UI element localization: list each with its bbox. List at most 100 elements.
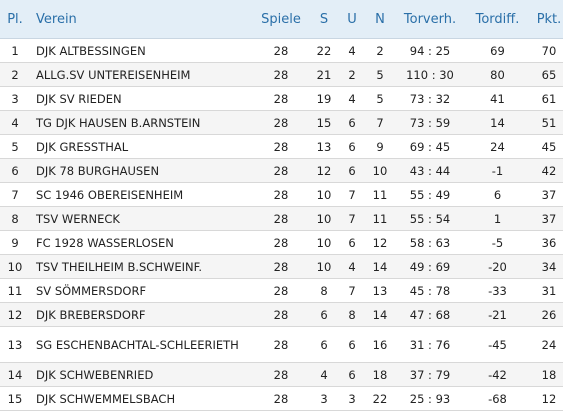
cell-verein[interactable]: DJK ALTBESSINGEN <box>30 38 252 63</box>
cell-pl: 11 <box>0 278 30 303</box>
cell-pkt: 51 <box>529 110 563 135</box>
cell-s: 10 <box>310 254 338 279</box>
header-s[interactable]: S <box>310 0 338 39</box>
cell-verein[interactable]: DJK SV RIEDEN <box>30 86 252 111</box>
table-row[interactable]: 10 TSV THEILHEIM B.SCHWEINF. 28 10 4 14 49 : 6… <box>0 254 563 279</box>
cell-n: 14 <box>366 254 394 279</box>
cell-verein[interactable]: SG ESCHENBACHTAL-SCHLEERIETH <box>30 326 252 363</box>
cell-pkt: 31 <box>529 278 563 303</box>
cell-spiele: 28 <box>252 110 310 135</box>
header-verein[interactable]: Verein <box>30 0 252 39</box>
cell-s: 21 <box>310 62 338 87</box>
table-row[interactable]: 13 SG ESCHENBACHTAL-SCHLEERIETH 28 6 6 16 31 :… <box>0 326 563 363</box>
table-row[interactable]: 8 TSV WERNECK 28 10 7 11 55 : 54 1 37 <box>0 206 563 231</box>
cell-verein[interactable]: ALLG.SV UNTEREISENHEIM <box>30 62 252 87</box>
cell-verein[interactable]: TSV WERNECK <box>30 206 252 231</box>
cell-tordiff: -1 <box>466 158 529 183</box>
table-row[interactable]: 15 DJK SCHWEMMELSBACH 28 3 3 22 25 : 93 -68 12 <box>0 386 563 411</box>
cell-s: 22 <box>310 38 338 63</box>
cell-verein[interactable]: TSV THEILHEIM B.SCHWEINF. <box>30 254 252 279</box>
cell-u: 4 <box>338 38 366 63</box>
cell-n: 13 <box>366 278 394 303</box>
cell-torverh: 55 : 54 <box>394 206 466 231</box>
cell-pkt: 34 <box>529 254 563 279</box>
table-body: 1 DJK ALTBESSINGEN 28 22 4 2 94 : 25 69 70 2 ALLG.… <box>0 38 563 411</box>
cell-pkt: 24 <box>529 326 563 363</box>
cell-n: 18 <box>366 362 394 387</box>
header-pl[interactable]: Pl. <box>0 0 30 39</box>
table-row[interactable]: 5 DJK GRESSTHAL 28 13 6 9 69 : 45 24 45 <box>0 134 563 159</box>
cell-pkt: 37 <box>529 206 563 231</box>
cell-pkt: 18 <box>529 362 563 387</box>
cell-pl: 8 <box>0 206 30 231</box>
cell-verein[interactable]: DJK SCHWEMMELSBACH <box>30 386 252 411</box>
cell-pl: 13 <box>0 326 30 363</box>
table-row[interactable]: 6 DJK 78 BURGHAUSEN 28 12 6 10 43 : 44 -1 42 <box>0 158 563 183</box>
cell-verein[interactable]: FC 1928 WASSERLOSEN <box>30 230 252 255</box>
cell-spiele: 28 <box>252 86 310 111</box>
cell-verein[interactable]: DJK GRESSTHAL <box>30 134 252 159</box>
header-u[interactable]: U <box>338 0 366 39</box>
cell-spiele: 28 <box>252 62 310 87</box>
cell-u: 3 <box>338 386 366 411</box>
cell-spiele: 28 <box>252 230 310 255</box>
cell-n: 12 <box>366 230 394 255</box>
cell-s: 6 <box>310 326 338 363</box>
cell-tordiff: -42 <box>466 362 529 387</box>
table-row[interactable]: 12 DJK BREBERSDORF 28 6 8 14 47 : 68 -21 26 <box>0 302 563 327</box>
cell-verein[interactable]: DJK 78 BURGHAUSEN <box>30 158 252 183</box>
cell-n: 7 <box>366 110 394 135</box>
cell-pkt: 45 <box>529 134 563 159</box>
header-row: Pl. Verein Spiele S U N Torverh. Tordiff… <box>0 0 563 39</box>
cell-tordiff: 14 <box>466 110 529 135</box>
cell-verein[interactable]: SV SÖMMERSDORF <box>30 278 252 303</box>
cell-verein[interactable]: DJK SCHWEBENRIED <box>30 362 252 387</box>
cell-u: 6 <box>338 134 366 159</box>
cell-pl: 9 <box>0 230 30 255</box>
cell-verein[interactable]: SC 1946 OBEREISENHEIM <box>30 182 252 207</box>
cell-torverh: 58 : 63 <box>394 230 466 255</box>
header-tordiff[interactable]: Tordiff. <box>466 0 529 39</box>
cell-tordiff: -21 <box>466 302 529 327</box>
cell-pl: 6 <box>0 158 30 183</box>
cell-pl: 5 <box>0 134 30 159</box>
cell-spiele: 28 <box>252 206 310 231</box>
cell-pkt: 37 <box>529 182 563 207</box>
table-row[interactable]: 2 ALLG.SV UNTEREISENHEIM 28 21 2 5 110 : 30 80 6… <box>0 62 563 87</box>
cell-pkt: 36 <box>529 230 563 255</box>
cell-pl: 4 <box>0 110 30 135</box>
cell-tordiff: -5 <box>466 230 529 255</box>
cell-u: 6 <box>338 158 366 183</box>
table-row[interactable]: 1 DJK ALTBESSINGEN 28 22 4 2 94 : 25 69 70 <box>0 38 563 63</box>
cell-tordiff: -33 <box>466 278 529 303</box>
cell-n: 2 <box>366 38 394 63</box>
cell-verein[interactable]: DJK BREBERSDORF <box>30 302 252 327</box>
cell-tordiff: 80 <box>466 62 529 87</box>
cell-torverh: 47 : 68 <box>394 302 466 327</box>
cell-s: 10 <box>310 230 338 255</box>
cell-u: 6 <box>338 362 366 387</box>
cell-pl: 14 <box>0 362 30 387</box>
cell-tordiff: 6 <box>466 182 529 207</box>
cell-verein[interactable]: TG DJK HAUSEN B.ARNSTEIN <box>30 110 252 135</box>
table-row[interactable]: 14 DJK SCHWEBENRIED 28 4 6 18 37 : 79 -42 18 <box>0 362 563 387</box>
table-row[interactable]: 9 FC 1928 WASSERLOSEN 28 10 6 12 58 : 63 -5 36 <box>0 230 563 255</box>
cell-s: 10 <box>310 206 338 231</box>
cell-u: 8 <box>338 302 366 327</box>
header-spiele[interactable]: Spiele <box>252 0 310 39</box>
cell-tordiff: -20 <box>466 254 529 279</box>
cell-s: 10 <box>310 182 338 207</box>
header-pkt[interactable]: Pkt. <box>529 0 563 39</box>
table-row[interactable]: 11 SV SÖMMERSDORF 28 8 7 13 45 : 78 -33 31 <box>0 278 563 303</box>
cell-torverh: 73 : 32 <box>394 86 466 111</box>
cell-n: 22 <box>366 386 394 411</box>
cell-torverh: 110 : 30 <box>394 62 466 87</box>
cell-pl: 10 <box>0 254 30 279</box>
cell-pl: 2 <box>0 62 30 87</box>
header-torverh[interactable]: Torverh. <box>394 0 466 39</box>
header-n[interactable]: N <box>366 0 394 39</box>
table-row[interactable]: 3 DJK SV RIEDEN 28 19 4 5 73 : 32 41 61 <box>0 86 563 111</box>
table-row[interactable]: 7 SC 1946 OBEREISENHEIM 28 10 7 11 55 : 49 6 37 <box>0 182 563 207</box>
table-row[interactable]: 4 TG DJK HAUSEN B.ARNSTEIN 28 15 6 7 73 : 59 14… <box>0 110 563 135</box>
cell-pkt: 12 <box>529 386 563 411</box>
